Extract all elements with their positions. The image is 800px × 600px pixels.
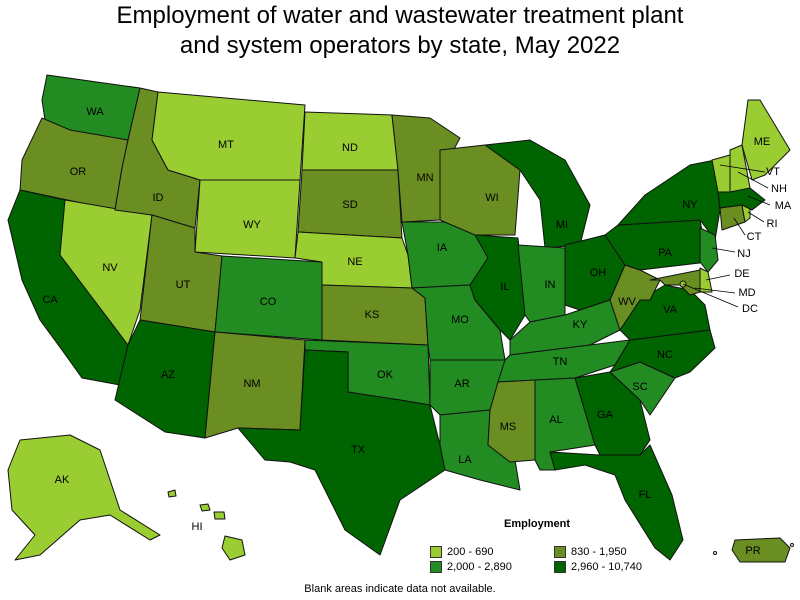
vi-dot-2 <box>713 551 717 555</box>
state-label-ND: ND <box>342 142 358 154</box>
legend-label: 2,000 - 2,890 <box>447 561 512 573</box>
state-label-VA: VA <box>663 304 678 316</box>
state-label-OH: OH <box>590 267 607 279</box>
map-title-line-1: Employment of water and wastewater treat… <box>116 2 684 29</box>
state-label-UT: UT <box>176 279 191 291</box>
leader-NJ <box>711 247 736 253</box>
state-label-MI: MI <box>556 219 568 231</box>
state-label-MO: MO <box>451 314 469 326</box>
state-label-MD: MD <box>738 287 755 299</box>
state-label-CA: CA <box>42 294 58 306</box>
state-label-DC: DC <box>742 303 758 315</box>
state-label-TX: TX <box>351 444 366 456</box>
leader-VT <box>719 164 766 173</box>
legend-item: 830 - 1,950 <box>554 546 627 558</box>
state-FL[interactable] <box>549 444 684 561</box>
state-label-WV: WV <box>618 296 636 308</box>
state-label-PA: PA <box>658 247 673 259</box>
state-label-CO: CO <box>260 296 277 308</box>
state-label-AL: AL <box>549 414 562 426</box>
state-label-LA: LA <box>458 454 472 466</box>
state-label-DE: DE <box>734 268 749 280</box>
state-TX[interactable] <box>237 349 446 556</box>
state-label-ME: ME <box>754 136 771 148</box>
state-label-SC: SC <box>632 381 647 393</box>
leader-DC <box>682 283 739 308</box>
state-label-IL: IL <box>500 281 509 293</box>
legend-swatch <box>554 561 566 573</box>
state-label-AR: AR <box>454 378 469 390</box>
state-AK[interactable] <box>7 434 161 561</box>
legend-label: 200 - 690 <box>447 546 494 558</box>
state-label-FL: FL <box>639 489 652 501</box>
state-label-MA: MA <box>775 200 792 212</box>
state-label-OK: OK <box>377 369 394 381</box>
state-label-IA: IA <box>437 242 448 254</box>
legend-swatch <box>430 546 442 558</box>
state-label-GA: GA <box>597 409 614 421</box>
legend-label: 2,960 - 10,740 <box>571 561 642 573</box>
state-CT[interactable] <box>719 204 746 231</box>
state-MD[interactable] <box>649 269 701 296</box>
state-IN[interactable] <box>517 244 566 323</box>
state-label-WY: WY <box>243 219 261 231</box>
state-label-SD: SD <box>342 199 357 211</box>
state-label-NH: NH <box>771 183 787 195</box>
legend-swatch <box>554 546 566 558</box>
state-label-CT: CT <box>747 231 762 243</box>
legend-item: 200 - 690 <box>430 546 493 558</box>
state-label-AK: AK <box>55 474 70 486</box>
state-label-NV: NV <box>102 262 118 274</box>
state-PR[interactable] <box>731 537 791 563</box>
state-label-IN: IN <box>545 279 556 291</box>
legend-title: Employment <box>504 518 571 530</box>
state-label-NY: NY <box>682 199 698 211</box>
map-title-line-2: and system operators by state, May 2022 <box>179 32 621 59</box>
state-label-KY: KY <box>573 319 588 331</box>
legend-item: 2,000 - 2,890 <box>430 561 512 573</box>
state-label-AZ: AZ <box>161 369 175 381</box>
state-label-MN: MN <box>416 172 433 184</box>
state-label-WA: WA <box>86 106 104 118</box>
state-label-VT: VT <box>766 166 780 178</box>
leader-NH <box>737 171 769 189</box>
state-label-NE: NE <box>347 256 362 268</box>
state-label-MT: MT <box>218 139 234 151</box>
state-label-TN: TN <box>553 356 568 368</box>
state-label-HI: HI <box>192 521 203 533</box>
leader-MA <box>747 195 771 206</box>
state-label-RI: RI <box>767 218 778 230</box>
state-label-NC: NC <box>657 349 673 361</box>
state-MT[interactable] <box>151 91 306 181</box>
legend-label: 830 - 1,950 <box>571 546 627 558</box>
leader-RI <box>747 211 765 223</box>
state-label-OR: OR <box>70 166 87 178</box>
state-ME[interactable] <box>741 99 791 181</box>
leader-CT <box>733 217 746 236</box>
state-NJ[interactable] <box>699 227 719 273</box>
state-HI[interactable] <box>167 489 246 561</box>
state-label-NJ: NJ <box>737 248 750 260</box>
footnote: Blank areas indicate data not available. <box>304 583 496 595</box>
state-label-PR: PR <box>745 545 760 557</box>
state-label-NM: NM <box>243 378 260 390</box>
state-label-MS: MS <box>500 421 517 433</box>
legend-swatch <box>430 561 442 573</box>
legend-item: 2,960 - 10,740 <box>554 561 642 573</box>
leader-MD <box>694 287 736 294</box>
leader-DE <box>705 274 731 281</box>
state-label-WI: WI <box>485 192 498 204</box>
state-label-KS: KS <box>365 309 380 321</box>
state-label-ID: ID <box>153 192 164 204</box>
vi-dot <box>790 543 794 547</box>
